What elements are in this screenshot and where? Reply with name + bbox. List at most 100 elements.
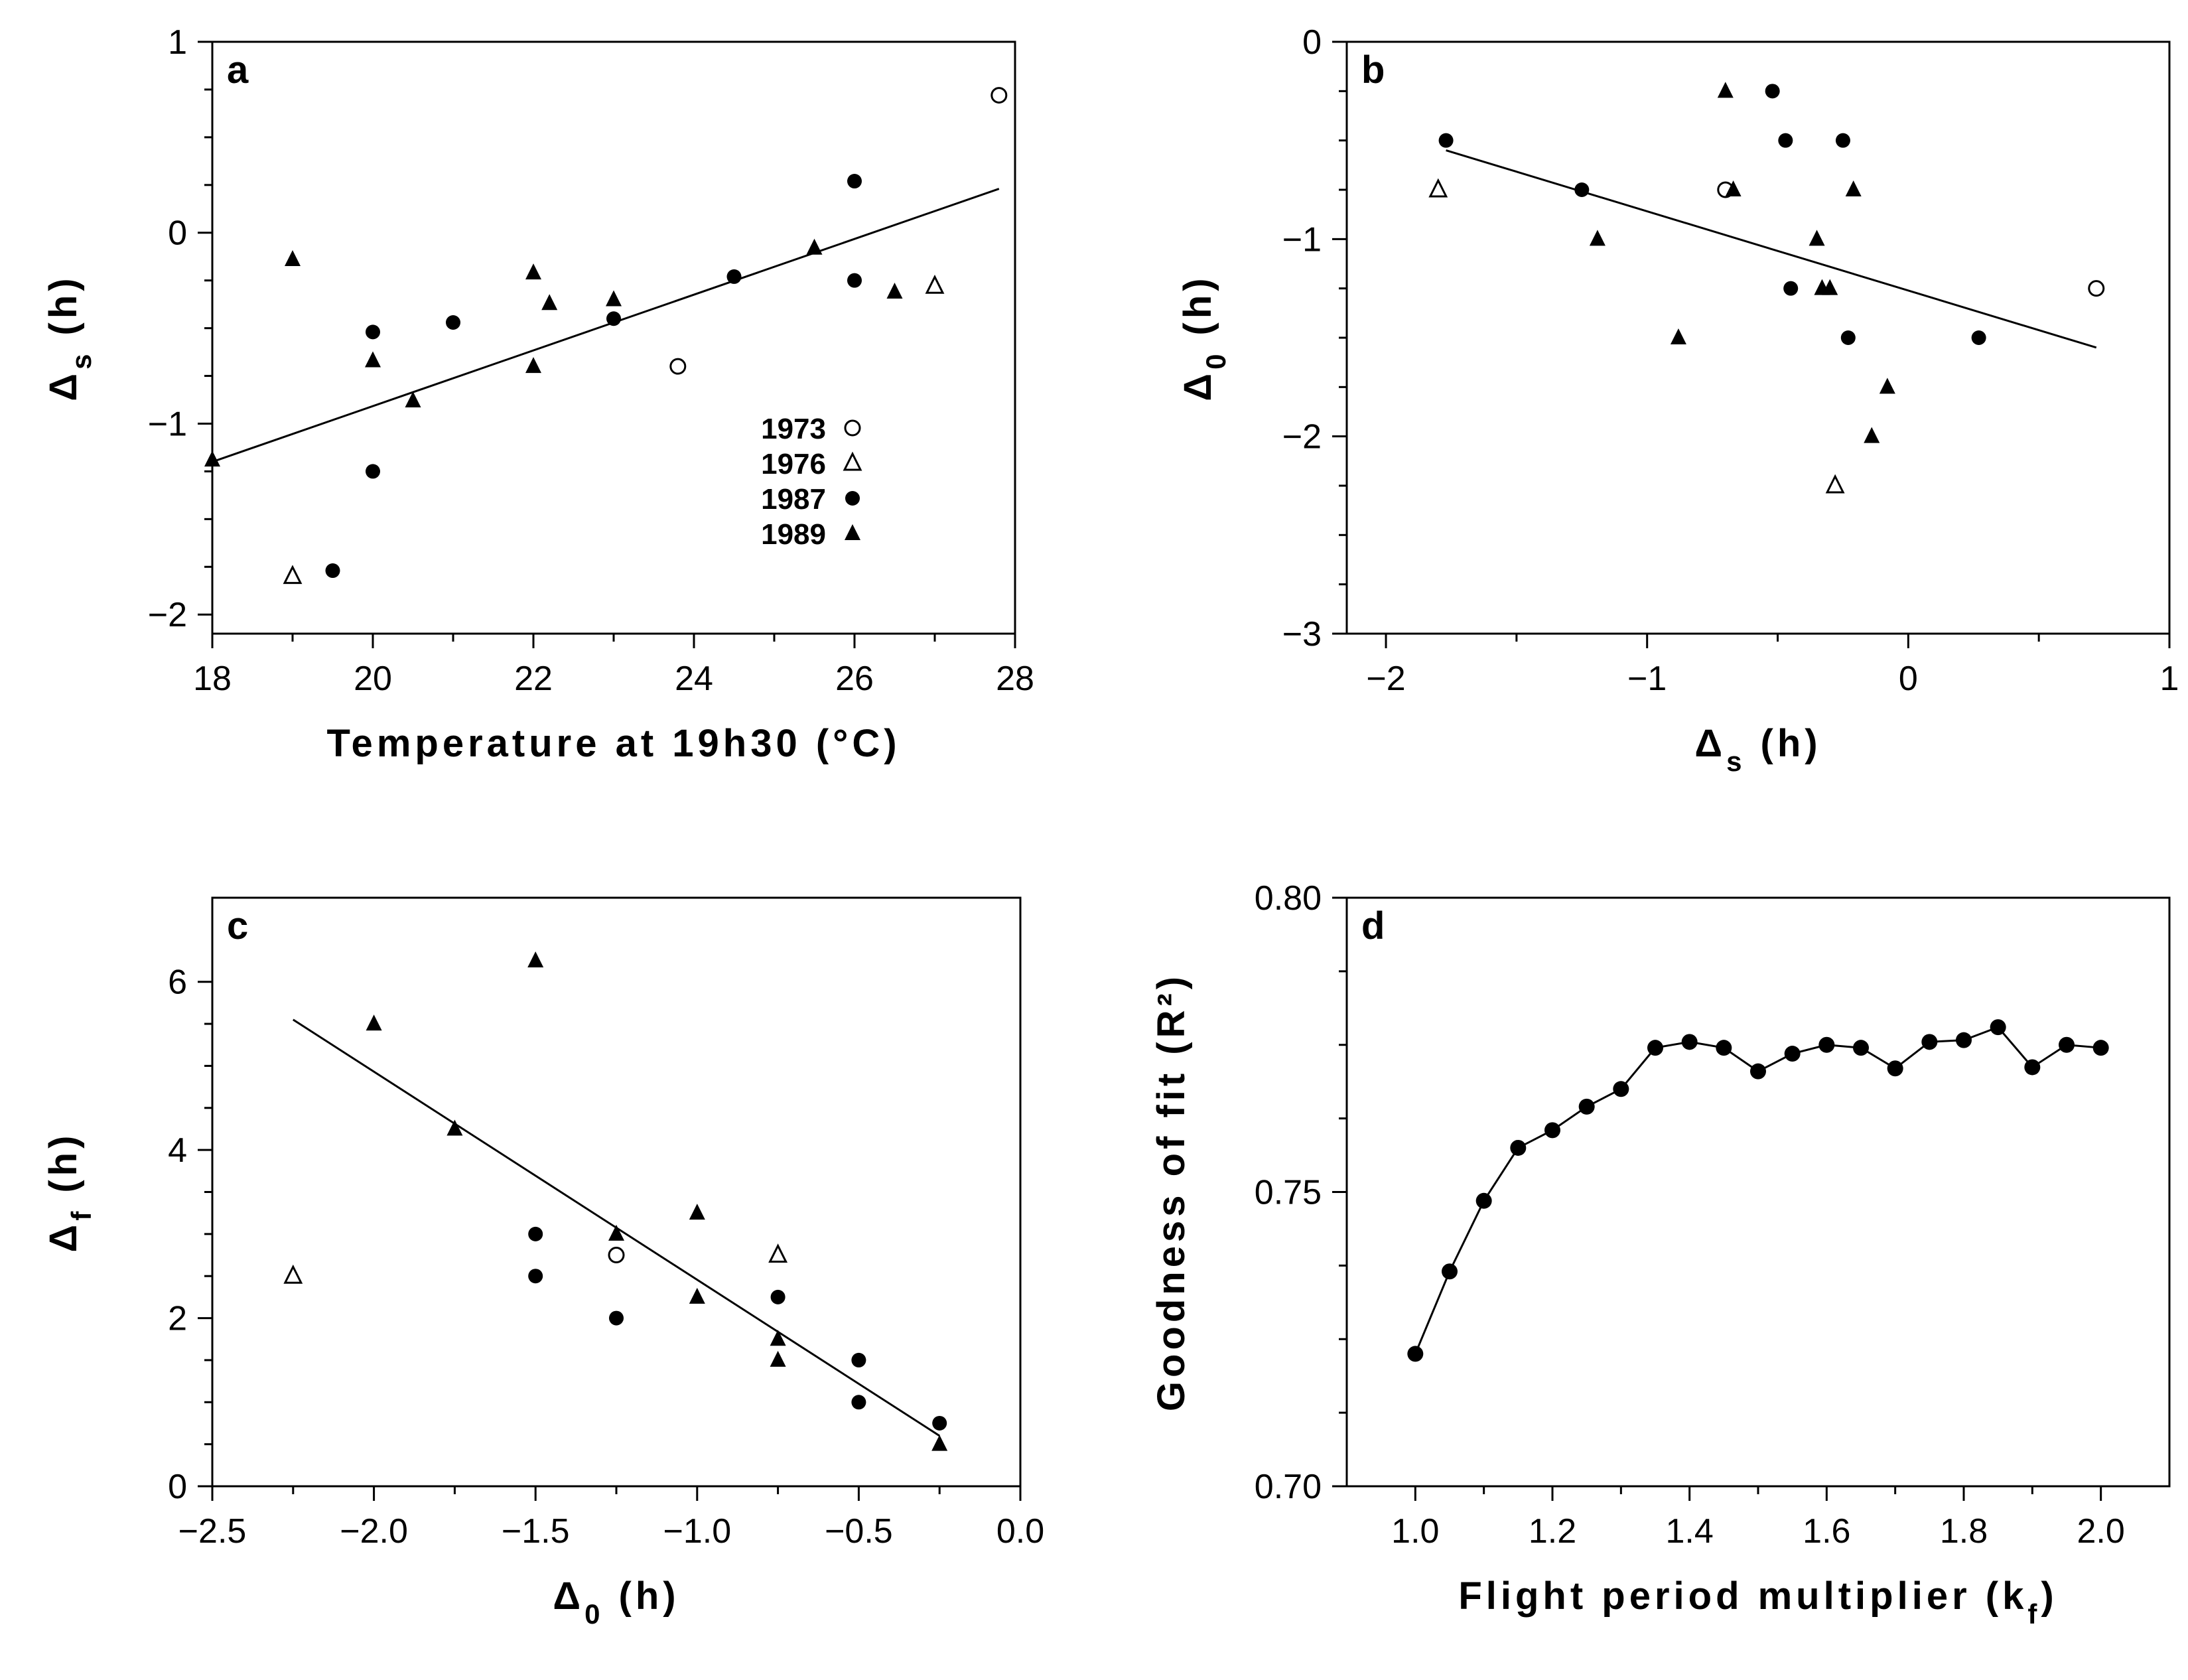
data-point (1887, 1060, 1903, 1077)
x-axis-label-unit: (h) (1745, 722, 1821, 765)
plot-frame (211, 40, 1016, 635)
data-point (1442, 1263, 1458, 1280)
y-tick-label: 0.75 (1255, 1174, 1322, 1212)
data-point (608, 1224, 624, 1241)
data-point (1510, 1139, 1527, 1156)
y-axis-label: Δf (h) (42, 1132, 97, 1253)
data-point (528, 1226, 543, 1241)
panel-label: c (227, 904, 248, 947)
data-point (366, 464, 380, 479)
x-tick-label: −2.0 (340, 1512, 408, 1551)
data-point (1725, 180, 1742, 196)
y-axis-label-main: Δ (1176, 370, 1219, 401)
y-axis-label-unit: (h) (1176, 274, 1219, 350)
y-tick-label: −3 (1282, 615, 1322, 654)
data-point (669, 358, 687, 375)
x-tick-label: 22 (514, 660, 553, 698)
y-axis-label-sub: f (66, 1208, 97, 1221)
data-point (365, 351, 381, 368)
x-tick-label: −1.0 (663, 1512, 731, 1551)
panel-a: 18 20 22 24 26 28 1 0 −1 −2 a Temperature at 19h30 … (42, 23, 1034, 765)
data-point (1578, 1098, 1595, 1115)
y-tick-label: 0.70 (1255, 1468, 1322, 1506)
data-point (2092, 1040, 2109, 1056)
plot-frame (1345, 896, 2171, 1488)
x-tick-label: −2 (1366, 660, 1405, 698)
regression-line (212, 188, 1000, 463)
y-tick-label: 0 (168, 214, 187, 253)
y-tick-label: 1 (168, 23, 187, 62)
data-point (806, 238, 823, 255)
x-axis-label-main: Δ (553, 1575, 584, 1618)
x-axis-label: Δ0 (h) (553, 1575, 679, 1630)
data-point (325, 563, 340, 579)
data-point (204, 451, 220, 467)
legend-marker (845, 491, 860, 506)
data-point (1765, 84, 1780, 99)
x-tick-label: 1.2 (1529, 1512, 1576, 1551)
y-tick-label: −1 (148, 405, 187, 443)
x-tick-label: 1 (2160, 660, 2179, 698)
x-axis-label-sub: s (1726, 746, 1745, 777)
data-point (525, 357, 541, 374)
data-point (525, 263, 541, 280)
data-point (608, 1247, 625, 1264)
y-axis-label-unit: (h) (42, 274, 85, 350)
y-axis-label: Δ0 (h) (1176, 274, 1231, 401)
data-point (847, 174, 862, 189)
data-point (541, 294, 558, 311)
data-point (851, 1352, 866, 1367)
plot-frame (1345, 40, 2171, 635)
y-axis-label-sub: 0 (1200, 350, 1231, 370)
data-point (770, 1289, 786, 1304)
data-point (1681, 1034, 1698, 1050)
data-point (726, 269, 742, 284)
x-tick-label: 28 (996, 660, 1034, 698)
y-tick-label: −2 (1282, 418, 1322, 456)
x-tick-label: 0 (1899, 660, 1918, 698)
legend-label: 1987 (761, 483, 826, 516)
x-tick-label: 1.4 (1666, 1512, 1714, 1551)
data-point (768, 1243, 788, 1263)
legend-marker (843, 451, 862, 471)
data-point (932, 1415, 947, 1431)
data-point (1853, 1040, 1869, 1056)
data-point (1845, 180, 1862, 196)
x-axis-label-main: Flight period multiplier (k (1458, 1575, 2027, 1618)
y-tick-label: −1 (1282, 220, 1322, 259)
legend-marker (844, 419, 861, 437)
data-point (1407, 1346, 1424, 1362)
x-axis-label-sub: 0 (584, 1598, 604, 1630)
y-tick-label: 2 (168, 1300, 187, 1338)
x-axis-label-unit: ) (2041, 1575, 2057, 1618)
data-point (2024, 1059, 2041, 1076)
panel-label: d (1361, 904, 1385, 947)
data-point (1956, 1032, 1972, 1048)
y-tick-label: −2 (148, 596, 187, 634)
y-tick-label: 0 (168, 1468, 187, 1506)
data-point (1778, 133, 1793, 148)
data-point (283, 565, 303, 585)
data-point (991, 87, 1008, 104)
data-point (1818, 1036, 1835, 1053)
x-axis-label-unit: (h) (604, 1575, 679, 1618)
panel-label: b (1361, 48, 1385, 92)
data-point (609, 1310, 624, 1326)
data-point (1879, 378, 1895, 394)
data-point (847, 273, 862, 288)
data-point (931, 1435, 948, 1451)
data-point (606, 311, 621, 326)
x-axis-label-main: Δ (1694, 722, 1726, 765)
data-point (1784, 1046, 1801, 1062)
y-tick-label: 4 (168, 1131, 187, 1170)
data-point (2088, 280, 2105, 297)
data-point (1613, 1081, 1629, 1097)
y-axis-label-main: Δ (42, 1221, 85, 1253)
x-tick-label: 1.0 (1391, 1512, 1439, 1551)
data-point (1717, 82, 1734, 98)
data-point (1647, 1040, 1663, 1056)
data-point (886, 282, 903, 299)
